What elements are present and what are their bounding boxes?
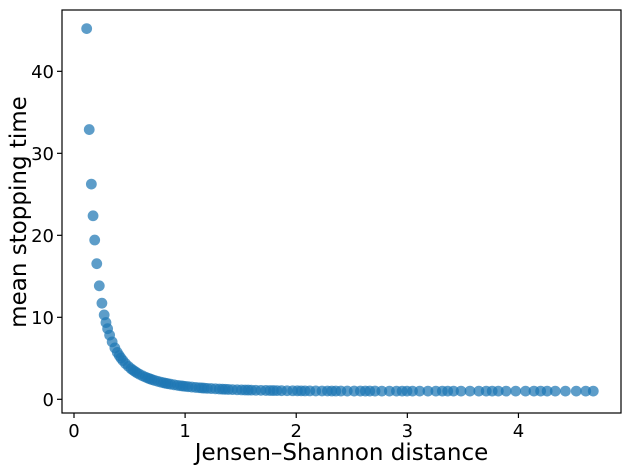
data-point	[541, 385, 553, 397]
x-tick-label: 1	[179, 421, 190, 442]
data-point	[464, 385, 476, 397]
y-tick-label: 0	[43, 390, 54, 411]
data-point	[520, 385, 531, 397]
x-axis: 0 1 2 3 4	[68, 413, 524, 442]
y-axis: 0 10 20 30 40	[31, 62, 62, 411]
data-point	[376, 385, 388, 397]
data-point	[87, 210, 99, 222]
x-tick-label: 4	[513, 421, 524, 442]
y-tick-label: 40	[31, 62, 54, 83]
data-point	[85, 178, 97, 190]
plot-area	[62, 10, 621, 413]
data-point	[560, 385, 571, 397]
x-axis-label: Jensen–Shannon distance	[193, 440, 489, 466]
data-point	[83, 124, 95, 135]
data-point	[91, 258, 103, 270]
x-tick-label: 0	[68, 421, 79, 442]
data-point	[510, 385, 522, 397]
data-point	[81, 23, 93, 34]
data-point	[473, 385, 485, 397]
y-tick-label: 20	[31, 226, 54, 247]
y-axis-label: mean stopping time	[6, 96, 32, 328]
axes-spines	[61, 9, 622, 414]
y-tick-label: 10	[31, 308, 54, 329]
data-point	[492, 385, 504, 397]
data-point	[549, 385, 561, 397]
data-point	[570, 385, 582, 397]
x-tick-label: 3	[402, 421, 413, 442]
data-point	[89, 234, 101, 246]
data-point	[96, 297, 108, 309]
data-point	[500, 385, 512, 397]
data-point	[93, 280, 105, 292]
data-point	[587, 385, 599, 397]
x-tick-label: 2	[290, 421, 301, 442]
data-point	[580, 385, 592, 397]
y-tick-label: 30	[31, 144, 54, 165]
scatter-points	[81, 23, 599, 397]
data-point	[414, 385, 426, 397]
data-point	[422, 385, 434, 397]
data-point	[455, 385, 467, 397]
data-point	[448, 385, 459, 397]
